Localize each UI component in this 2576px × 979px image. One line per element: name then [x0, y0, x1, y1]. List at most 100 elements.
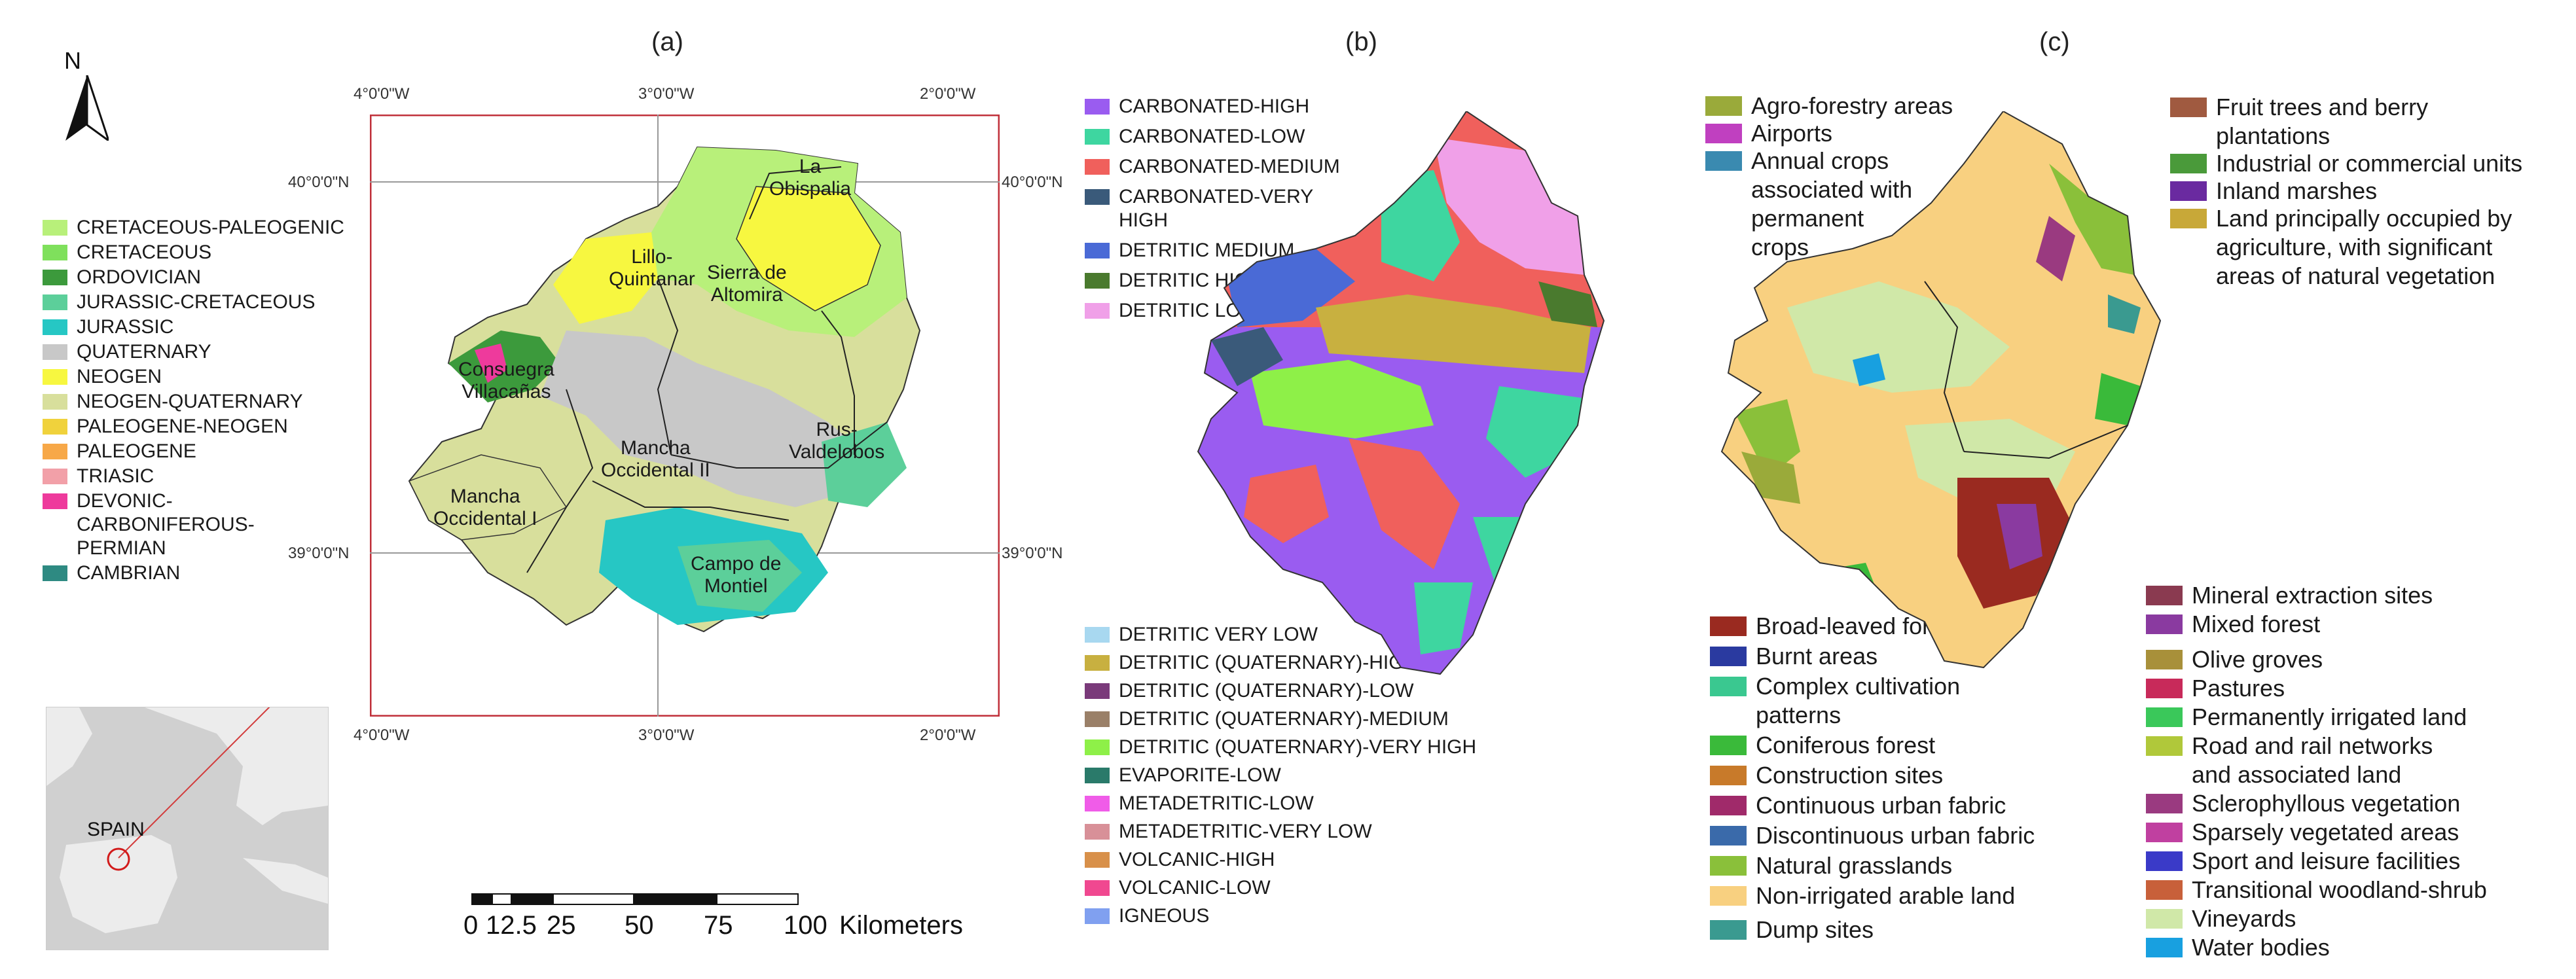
legend-c-left-top-item: Annual crops associated with permanent c…: [1705, 147, 1912, 262]
legend-swatch: [1710, 616, 1747, 636]
legend-label: CARBONATED-MEDIUM: [1119, 156, 1340, 177]
legend-label: CARBONATED-HIGH: [1119, 96, 1310, 117]
legend-swatch: [1085, 655, 1110, 671]
legend-swatch: [1710, 920, 1747, 940]
legend-label: Continuous urban fabric: [1756, 792, 2006, 819]
legend-swatch: [43, 344, 67, 360]
coord-left-y-0: 40°0'0"N: [288, 173, 350, 191]
legend-b-bottom-item: METADETRITIC-VERY LOW: [1085, 820, 1372, 844]
label-rus-valdelobos: Rus- Valdelobos: [789, 419, 885, 463]
legend-c-right-bottom-item: Sport and leisure facilities: [2146, 847, 2460, 876]
legend-swatch: [1710, 736, 1747, 755]
coord-bottom-x-0: 4°0'0"W: [354, 726, 410, 744]
legend-swatch: [2146, 794, 2183, 813]
label-consuegra: Consuegra Villacañas: [458, 359, 554, 402]
legend-swatch: [1705, 96, 1742, 116]
legend-swatch: [2146, 586, 2183, 605]
legend-swatch: [1085, 711, 1110, 727]
label-sierra-altomira: Sierra de Altomira: [707, 262, 787, 306]
legend-b-top-item: CARBONATED-LOW: [1085, 125, 1305, 149]
legend-c-left-bottom-item: Non-irrigated arable land: [1710, 881, 2015, 910]
label-la-obispalia: La Obispalia: [769, 156, 852, 200]
legend-label: DETRITIC (QUATERNARY)-HIGH: [1119, 652, 1419, 673]
legend-a-item: JURASSIC: [43, 315, 173, 339]
legend-label: DEVONIC- CARBONIFEROUS- PERMIAN: [77, 490, 255, 559]
legend-c-left-top-item: Agro-forestry areas: [1705, 92, 1953, 120]
legend-b-top-item: CARBONATED-VERY HIGH: [1085, 185, 1313, 232]
legend-a-item: PALEOGENE: [43, 440, 196, 463]
legend-label: Industrial or commercial units: [2216, 150, 2523, 177]
legend-b-bottom-item: EVAPORITE-LOW: [1085, 764, 1281, 787]
legend-label: Agro-forestry areas: [1751, 92, 1953, 119]
legend-b-top-item: DETRITIC HIGH: [1085, 269, 1264, 293]
legend-label: PALEOGENE-NEOGEN: [77, 416, 288, 437]
legend-label: Discontinuous urban fabric: [1756, 822, 2035, 849]
legend-label: TRIASIC: [77, 465, 154, 487]
legend-label: Mixed forest: [2192, 611, 2321, 637]
legend-label: JURASSIC: [77, 316, 174, 338]
legend-swatch: [2146, 938, 2183, 957]
legend-label: IGNEOUS: [1119, 905, 1210, 927]
legend-swatch: [43, 369, 67, 385]
panel-c-label: (c): [2039, 27, 2070, 56]
legend-label: Inland marshes: [2216, 177, 2378, 204]
scale-tick-4: 75: [704, 911, 733, 940]
legend-a-item: CRETACEOUS: [43, 241, 211, 264]
legend-a-item: QUATERNARY: [43, 340, 211, 364]
legend-b-bottom-item: DETRITIC VERY LOW: [1085, 623, 1318, 647]
panel-b-label: (b): [1345, 27, 1377, 56]
legend-label: VOLCANIC-LOW: [1119, 877, 1271, 899]
legend-swatch: [1710, 647, 1747, 666]
legend-swatch: [1710, 826, 1747, 846]
legend-label: CRETACEOUS: [77, 241, 212, 263]
legend-swatch: [2146, 880, 2183, 900]
legend-label: DETRITIC (QUATERNARY)-LOW: [1119, 680, 1414, 702]
legend-label: Complex cultivation patterns: [1756, 673, 1961, 728]
legend-a-item: TRIASIC: [43, 465, 154, 488]
legend-a-item: JURASSIC-CRETACEOUS: [43, 291, 315, 314]
legend-c-right-bottom-item: Mixed forest: [2146, 610, 2320, 639]
legend-label: Pastures: [2192, 675, 2285, 702]
legend-swatch: [2146, 679, 2183, 698]
legend-a-item: NEOGEN-QUATERNARY: [43, 390, 303, 414]
legend-a-item: ORDOVICIAN: [43, 266, 201, 289]
legend-swatch: [1710, 796, 1747, 815]
scale-tick-2: 25: [547, 911, 576, 940]
legend-c-right-bottom-item: Vineyards: [2146, 904, 2296, 933]
north-arrow-icon: [65, 75, 109, 141]
legend-label: CARBONATED-VERY HIGH: [1119, 186, 1314, 231]
legend-swatch: [2170, 181, 2207, 201]
legend-label: CAMBRIAN: [77, 562, 181, 584]
legend-b-bottom-item: IGNEOUS: [1085, 904, 1209, 928]
legend-label: Land principally occupied by agriculture…: [2216, 205, 2513, 289]
legend-a-item: CRETACEOUS-PALEOGENIC: [43, 216, 344, 240]
legend-label: QUATERNARY: [77, 341, 211, 363]
legend-swatch: [2170, 154, 2207, 173]
legend-c-right-bottom-item: Pastures: [2146, 674, 2285, 703]
legend-swatch: [1085, 852, 1110, 868]
legend-label: VOLCANIC-HIGH: [1119, 849, 1275, 870]
legend-swatch: [2146, 823, 2183, 842]
legend-swatch: [1085, 824, 1110, 840]
legend-label: Olive groves: [2192, 646, 2323, 673]
legend-c-right-bottom-item: Mineral extraction sites: [2146, 581, 2433, 610]
legend-label: JURASSIC-CRETACEOUS: [77, 291, 316, 313]
map-a-canvas: [369, 114, 1000, 717]
legend-swatch: [1085, 683, 1110, 699]
legend-b-bottom-item: DETRITIC (QUATERNARY)-VERY HIGH: [1085, 736, 1476, 759]
inset-spain-label: SPAIN: [87, 819, 145, 840]
legend-swatch: [43, 419, 67, 435]
legend-label: Non-irrigated arable land: [1756, 882, 2016, 909]
legend-label: DETRITIC VERY LOW: [1119, 624, 1318, 645]
legend-c-left-bottom-item: Dump sites: [1710, 916, 1874, 944]
legend-label: DETRITIC (QUATERNARY)-VERY HIGH: [1119, 736, 1477, 758]
legend-swatch: [1085, 880, 1110, 896]
legend-swatch: [1085, 627, 1110, 643]
map-c-canvas: [1720, 110, 2162, 669]
legend-swatch: [1710, 856, 1747, 876]
legend-b-bottom-item: DETRITIC (QUATERNARY)-LOW: [1085, 679, 1414, 703]
legend-label: Sport and leisure facilities: [2192, 847, 2461, 874]
legend-c-right-bottom-item: Olive groves: [2146, 645, 2323, 674]
legend-label: Sclerophyllous vegetation: [2192, 790, 2461, 817]
legend-swatch: [2146, 614, 2183, 634]
